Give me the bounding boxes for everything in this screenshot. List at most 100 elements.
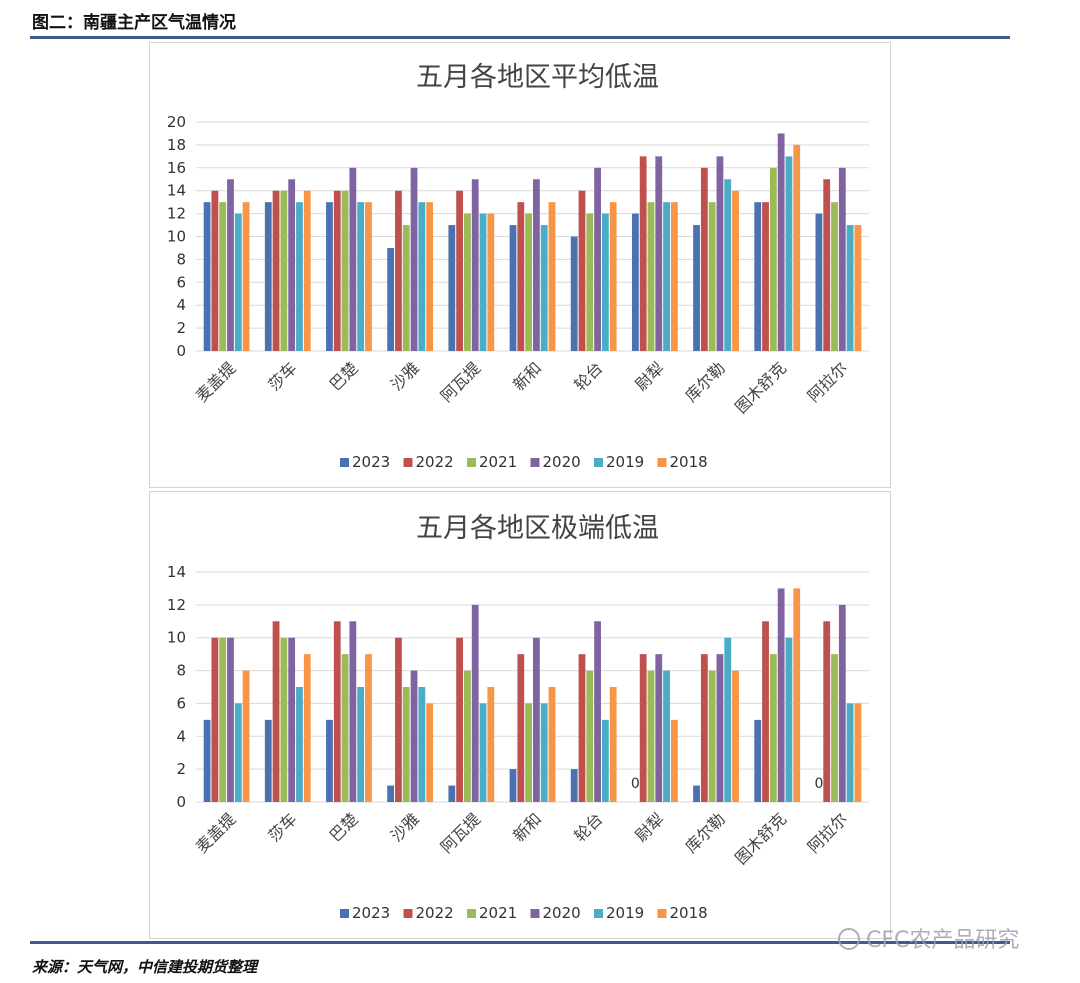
bar [211, 637, 219, 802]
x-tick-label: 图木舒克 [731, 358, 790, 417]
series-2021 [219, 637, 838, 802]
series-2023 [203, 202, 823, 351]
y-tick-label: 8 [176, 250, 186, 268]
series-2019 [234, 156, 854, 351]
bar [487, 213, 495, 351]
y-tick-label: 20 [167, 113, 186, 131]
legend-swatch [403, 909, 413, 918]
bar [280, 190, 288, 351]
wechat-icon [838, 928, 860, 950]
bar [631, 213, 639, 351]
bar [280, 637, 288, 802]
series-2018 [242, 588, 862, 802]
legend-swatch [530, 458, 540, 467]
bar [341, 654, 349, 802]
bar [242, 670, 250, 802]
chart-panel-average-low: 五月各地区平均低温 0 2 4 6 8 10 12 14 16 18 20 麦盖提 莎车 巴楚 沙雅 阿瓦提 新和… [149, 42, 891, 488]
bar [272, 621, 280, 802]
bottom-rule [30, 941, 1010, 944]
bar [700, 654, 708, 802]
bar [509, 225, 517, 351]
bar [594, 621, 601, 802]
bar [708, 670, 716, 802]
data-label: 0 [631, 776, 640, 792]
x-tick-label: 轮台 [570, 809, 606, 845]
bar [700, 167, 708, 351]
bar [777, 588, 785, 802]
bar [594, 167, 601, 351]
y-tick-label: 14 [167, 563, 186, 581]
bar [754, 719, 762, 802]
bar [395, 637, 402, 802]
bar [365, 202, 372, 351]
x-tick-label: 巴楚 [326, 358, 362, 394]
watermark-text: CFC农产品研究 [866, 928, 1020, 953]
bar [724, 637, 732, 802]
bar [693, 785, 700, 802]
bar [303, 654, 311, 802]
y-tick-label: 0 [176, 342, 186, 360]
x-tick-label: 麦盖提 [192, 809, 239, 856]
bar [357, 202, 365, 351]
bar [487, 687, 495, 802]
bar [854, 703, 862, 802]
series-2019 [234, 637, 854, 802]
bar [831, 654, 838, 802]
legend-swatch [530, 909, 540, 918]
legend-label: 2023 [352, 904, 390, 922]
y-tick-label: 18 [167, 136, 186, 154]
x-tick-label: 阿拉尔 [804, 358, 851, 405]
bar [693, 225, 700, 351]
legend-label: 2022 [416, 453, 454, 471]
x-tick-label: 新和 [509, 809, 545, 845]
bar [854, 225, 862, 351]
bar [793, 144, 801, 351]
bar [296, 202, 303, 351]
bar [479, 213, 487, 351]
bar [716, 654, 724, 802]
y-tick-label: 4 [176, 727, 186, 745]
bar [471, 604, 479, 802]
legend-label: 2018 [670, 453, 708, 471]
bar [464, 670, 471, 802]
bar [846, 225, 854, 351]
bar [234, 213, 242, 351]
legend-swatch [467, 458, 476, 467]
bar [203, 202, 211, 351]
bar [777, 133, 785, 351]
bar [663, 670, 670, 802]
bar [448, 785, 456, 802]
bar [716, 156, 724, 351]
bar [601, 719, 609, 802]
y-tick-label: 6 [176, 694, 186, 712]
bar [341, 190, 349, 351]
legend-swatch [657, 909, 667, 918]
x-tick-label: 沙雅 [387, 809, 423, 845]
y-tick-label: 10 [167, 629, 186, 647]
x-tick-label: 尉犁 [632, 809, 668, 845]
x-tick-label: 尉犁 [632, 358, 668, 394]
bar [349, 621, 357, 802]
bar [708, 202, 716, 351]
legend-swatch [467, 909, 476, 918]
x-tick-label: 库尔勒 [681, 809, 728, 856]
x-tick-label: 沙雅 [387, 358, 423, 394]
bar [365, 654, 372, 802]
bar [288, 637, 296, 802]
bar [227, 179, 234, 351]
x-tick-label: 莎车 [264, 809, 300, 845]
legend-label: 2022 [416, 904, 454, 922]
bar [227, 637, 234, 802]
y-tick-label: 2 [176, 319, 186, 337]
bar [732, 670, 739, 802]
series-2020 [227, 588, 846, 802]
bar [609, 687, 617, 802]
legend-label: 2021 [479, 904, 517, 922]
bar [586, 213, 594, 351]
bar [448, 225, 456, 351]
bar [578, 654, 586, 802]
legend-label: 2019 [606, 904, 644, 922]
legend-label: 2023 [352, 453, 390, 471]
legend-label: 2018 [670, 904, 708, 922]
bar [326, 202, 333, 351]
